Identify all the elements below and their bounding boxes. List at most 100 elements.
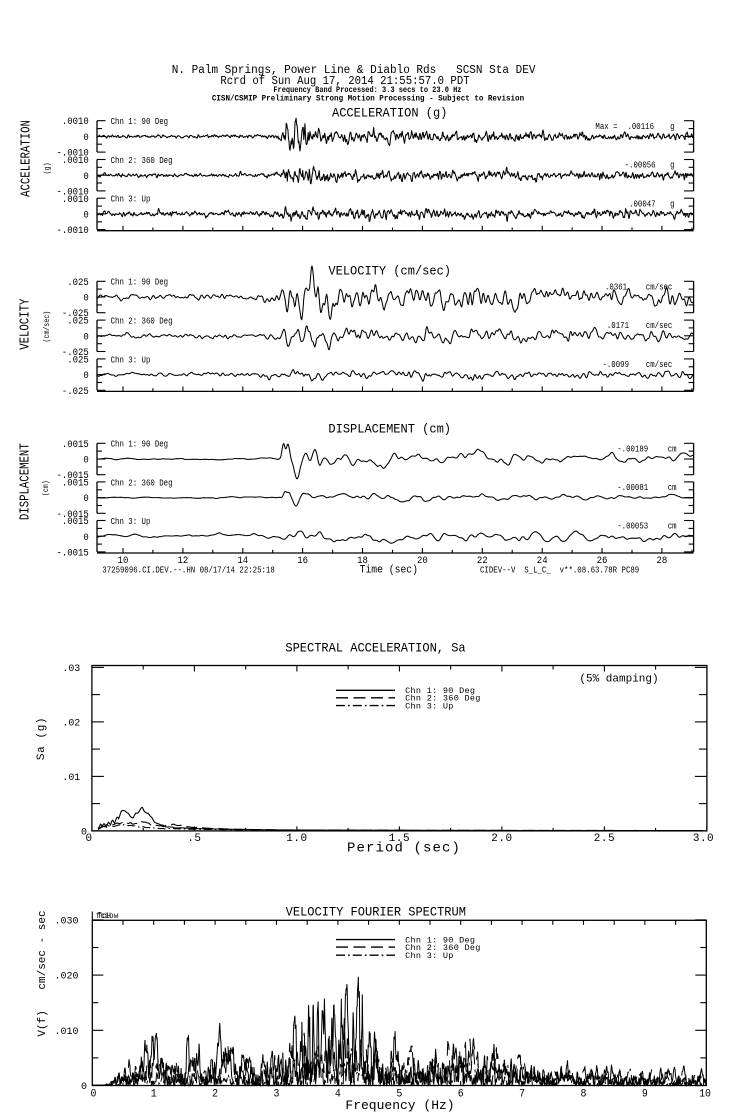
svg-text:0: 0: [81, 1081, 87, 1093]
svg-text:24: 24: [537, 555, 548, 567]
svg-text:-.025: -.025: [62, 385, 89, 397]
svg-text:g: g: [670, 122, 674, 132]
svg-text:1.5: 1.5: [389, 833, 410, 845]
svg-text:2.0: 2.0: [491, 833, 512, 845]
svg-text:.0015: .0015: [62, 477, 89, 489]
svg-text:V(f): V(f): [37, 1010, 49, 1036]
svg-text:-.00056: -.00056: [625, 161, 656, 171]
svg-text:-.00053: -.00053: [617, 522, 648, 532]
svg-text:ACCELERATION (g): ACCELERATION (g): [332, 106, 447, 120]
svg-text:g: g: [670, 200, 674, 210]
svg-text:.0015: .0015: [62, 515, 89, 527]
svg-text:fcLow: fcLow: [96, 912, 118, 922]
svg-text:.0010: .0010: [62, 116, 89, 128]
svg-text:0: 0: [83, 370, 89, 382]
svg-text:ACCELERATION: ACCELERATION: [18, 120, 34, 197]
svg-text:(cm/sec): (cm/sec): [44, 311, 53, 343]
svg-text:cm: cm: [668, 522, 677, 532]
svg-text:12: 12: [178, 555, 189, 567]
svg-text:28: 28: [657, 555, 668, 567]
svg-text:VELOCITY (cm/sec): VELOCITY (cm/sec): [328, 264, 451, 278]
svg-text:.020: .020: [55, 970, 79, 982]
svg-text:16: 16: [297, 555, 308, 567]
svg-text:fcH: fcH: [98, 912, 111, 922]
svg-text:.0361: .0361: [605, 283, 627, 293]
svg-text:26: 26: [597, 555, 608, 567]
svg-text:Chn 2: 360 Deg: Chn 2: 360 Deg: [111, 316, 173, 327]
svg-text:.01: .01: [62, 772, 80, 784]
svg-text:37259096.CI.DEV.--.HN 08/17/14: 37259096.CI.DEV.--.HN 08/17/14 22:25:18: [102, 565, 275, 576]
svg-text:9: 9: [642, 1088, 648, 1101]
svg-text:Chn 2: 360 Deg: Chn 2: 360 Deg: [111, 478, 173, 489]
svg-text:-.0015: -.0015: [56, 470, 88, 482]
svg-text:VELOCITY: VELOCITY: [18, 298, 34, 350]
svg-text:6: 6: [458, 1088, 464, 1101]
svg-text:Chn 1: 90 Deg: Chn 1: 90 Deg: [405, 936, 475, 946]
svg-text:2: 2: [212, 1088, 218, 1101]
svg-text:2.5: 2.5: [594, 833, 615, 845]
svg-text:0: 0: [83, 131, 89, 143]
svg-text:10: 10: [118, 555, 129, 567]
svg-text:1.0: 1.0: [286, 833, 307, 845]
svg-text:Chn 3: Up: Chn 3: Up: [405, 951, 454, 961]
svg-text:14: 14: [237, 555, 248, 567]
svg-text:3: 3: [274, 1088, 280, 1101]
svg-text:Chn 1: 90 Deg: Chn 1: 90 Deg: [111, 116, 169, 127]
svg-text:-.025: -.025: [62, 347, 89, 359]
svg-text:.030: .030: [55, 915, 79, 927]
svg-text:Chn 1: 90 Deg: Chn 1: 90 Deg: [111, 439, 169, 450]
svg-text:Chn 1: 90 Deg: Chn 1: 90 Deg: [111, 277, 169, 288]
svg-text:Frequency Band Processed: 3.3: Frequency Band Processed: 3.3 secs to 23…: [273, 86, 461, 95]
svg-text:Time (sec): Time (sec): [360, 564, 418, 577]
svg-text:Chn 3: Up: Chn 3: Up: [111, 516, 151, 527]
svg-text:Period (sec): Period (sec): [347, 840, 461, 856]
svg-text:Chn 1: 90 Deg: Chn 1: 90 Deg: [405, 686, 475, 696]
svg-text:cm/sec: cm/sec: [646, 282, 673, 293]
svg-text:.0171: .0171: [607, 322, 629, 332]
svg-text:.0010: .0010: [62, 193, 89, 205]
svg-text:Chn 3: Up: Chn 3: Up: [111, 355, 151, 366]
svg-text:.010: .010: [55, 1026, 79, 1038]
svg-text:cm: cm: [668, 445, 677, 455]
svg-text:-.0010: -.0010: [56, 186, 88, 198]
svg-text:0: 0: [83, 292, 89, 304]
svg-text:Chn 3: Up: Chn 3: Up: [111, 194, 151, 205]
svg-text:cm/sec: cm/sec: [646, 359, 673, 370]
svg-text:cm/sec - sec: cm/sec - sec: [37, 910, 49, 989]
svg-text:5: 5: [396, 1088, 402, 1101]
svg-text:3.0: 3.0: [693, 833, 714, 845]
svg-text:22: 22: [477, 555, 488, 567]
svg-text:SPECTRAL ACCELERATION, Sa: SPECTRAL ACCELERATION, Sa: [285, 641, 466, 655]
svg-text:18: 18: [357, 555, 368, 567]
svg-text:.025: .025: [67, 354, 89, 366]
svg-text:-.00081: -.00081: [617, 483, 648, 493]
svg-text:8: 8: [581, 1088, 587, 1101]
svg-text:g: g: [670, 161, 674, 171]
svg-text:Chn 2: 360 Deg: Chn 2: 360 Deg: [405, 694, 481, 704]
svg-text:0: 0: [85, 833, 92, 845]
svg-text:Max =: Max =: [595, 122, 617, 132]
svg-text:0: 0: [83, 454, 89, 466]
svg-text:-.025: -.025: [62, 308, 89, 320]
svg-text:0: 0: [83, 170, 89, 182]
svg-text:.02: .02: [62, 717, 80, 729]
svg-text:DISPLACEMENT (cm): DISPLACEMENT (cm): [328, 422, 451, 436]
svg-text:Frequency (Hz): Frequency (Hz): [345, 1098, 454, 1113]
svg-text:(cm): (cm): [43, 480, 52, 496]
svg-text:0: 0: [81, 826, 87, 838]
svg-text:.025: .025: [67, 276, 89, 288]
svg-text:CISN/CSMIP Preliminary Strong: CISN/CSMIP Preliminary Strong Motion Pro…: [212, 94, 524, 103]
svg-text:(g): (g): [44, 162, 53, 174]
svg-text:7: 7: [519, 1088, 525, 1101]
svg-text:10: 10: [699, 1088, 711, 1101]
svg-text:-.0010: -.0010: [56, 147, 88, 159]
svg-text:Sa (g): Sa (g): [36, 717, 48, 760]
svg-text:0: 0: [83, 331, 89, 343]
svg-text:0: 0: [91, 1088, 97, 1101]
svg-text:(5% damping): (5% damping): [579, 674, 658, 686]
svg-text:Rcrd of Sun Aug 17, 2014 21:55: Rcrd of Sun Aug 17, 2014 21:55:57.0 PDT: [220, 74, 469, 88]
svg-text:.00047: .00047: [629, 200, 656, 210]
svg-text:20: 20: [417, 555, 428, 567]
svg-text:-.0015: -.0015: [56, 547, 88, 559]
svg-text:.0015: .0015: [62, 438, 89, 450]
